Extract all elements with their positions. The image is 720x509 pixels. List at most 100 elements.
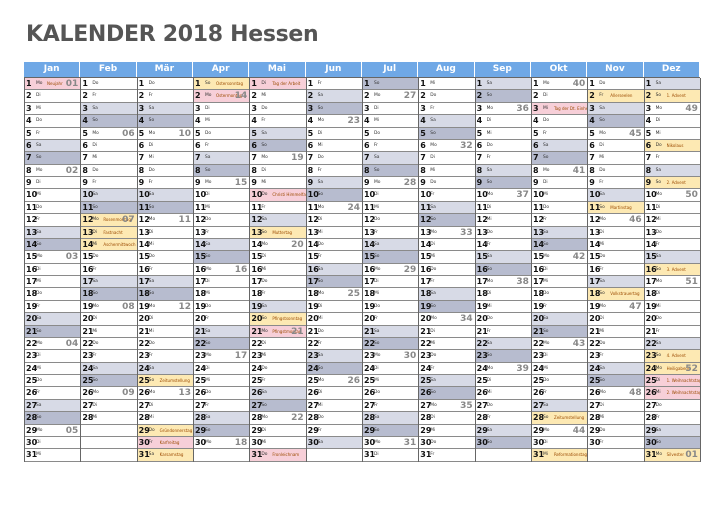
day-cell: 5 Mo 45 [588,128,644,140]
day-number: 4 [82,116,88,126]
day-cell: 13 Fr [362,227,419,239]
weekday-label: So [317,279,324,284]
day-cell: 10 Mi [25,189,81,202]
day-cell: 29 Sa [475,424,531,437]
weekday-label: Mo [261,328,268,334]
weekday-label: Mo [92,130,99,136]
day-number: 23 [307,351,319,361]
week-number: 01 [65,79,79,89]
weekday-label: Fr [148,93,153,99]
day-cell: 18 Di [644,288,700,301]
day-cell: 9 So [475,177,531,190]
weekday-label: Sa [317,180,324,185]
weekday-label: Do [373,130,381,136]
day-cell: 11 Sa [419,201,475,215]
day-cell: 29 Fr [306,425,362,437]
day-cell: 16 So 3. Advent [644,263,700,276]
day-cell: 12 Mo 11 [137,214,193,227]
day-number: 5 [82,128,88,138]
month-column: 1 Sa 2 So 1. Advent 3 Mo 49 4 Di 5 Mi 6 Do Nikolaus 7 Fr… [644,78,701,462]
week-number: 14 [234,91,248,102]
week-number: 35 [460,400,473,411]
day-cell: 10 Sa [137,189,193,202]
day-cell: 15 Sa [644,251,700,264]
day-number: 14 [645,239,657,249]
day-number: 2 [251,91,257,101]
day-number: 19 [194,301,207,311]
weekday-label: Do [599,254,606,260]
week-number: 46 [629,215,642,226]
day-number: 29 [645,425,657,435]
day-number: 3 [251,103,257,113]
weekday-label: Mo [317,118,325,124]
day-number: 25 [532,376,545,385]
day-number: 22 [420,338,432,348]
day-cell: 27 Di [137,400,193,413]
day-cell: 22 So [193,337,250,351]
week-number: 38 [516,277,529,287]
weekday-label: Do [317,328,324,334]
day-cell: 13 So Muttertag [250,226,306,239]
day-cell: 4 Di [475,115,531,128]
day-cell: 28 Do [306,412,362,425]
day-cell: 10 Sa [81,189,137,202]
day-cell: 28 Di [419,412,475,425]
day-cell: 25 Di [475,375,531,388]
weekday-label: Mi [655,130,661,136]
day-number: 16 [645,264,657,274]
holiday-label: Silvester [666,452,684,458]
day-cell: 29 Do [588,425,644,437]
day-cell: 15 So [193,251,250,264]
day-cell: 31 Di [362,449,419,462]
weekday-label: Do [486,316,493,322]
day-cell: 13 Do [644,227,700,239]
day-number: 5 [532,128,539,138]
day-cell: 4 Do [531,115,588,128]
day-number: 9 [645,178,652,187]
day-cell: 20 Mi [306,313,362,326]
weekday-label: Do [148,254,155,260]
weekday-label: Sa [486,167,493,173]
weekday-label: Mo [486,279,494,284]
day-number: 16 [476,264,488,274]
day-number: 13 [532,227,545,237]
day-cell: 8 Mi [419,165,475,177]
day-cell: 15 Mo 42 [531,251,588,264]
day-cell: 21 So [531,325,588,338]
weekday-label: Fr [486,155,491,161]
day-number: 8 [26,165,32,175]
weekday-label: Mi [36,452,42,458]
weekday-label: Do [204,390,212,396]
day-cell: 4 Mi [362,115,419,128]
day-cell: 20 Di [81,313,137,326]
day-number: 20 [589,314,601,324]
day-cell: 11 Mi [193,202,250,215]
day-number: 15 [251,252,263,262]
day-cell: 8 Do [81,165,137,177]
day-cell: 12 Fr [25,214,81,227]
weekday-label: So [204,81,211,86]
day-cell: 15 So [362,251,419,264]
day-number: 21 [363,326,376,336]
day-number: 5 [138,128,145,138]
weekday-label: So [148,118,155,124]
weekday-label: Mi [36,105,42,111]
day-cell: 10 Di [362,189,419,202]
weekday-label: Fr [148,266,153,272]
weekday-label: Mi [655,217,661,223]
weekday-label: So [317,365,324,371]
day-number: 28 [476,413,488,423]
month-column: 1 Do 2 Fr 3 Sa 4 So 5 Mo 06 6 Di 7 Mi 8 Do 9 Fr 10 Sa 11 So 12 M… [81,78,138,462]
day-number: 9 [307,178,314,187]
day-number: 17 [645,277,657,286]
weekday-label: Di [148,402,154,408]
day-cell: 24 Sa [137,362,193,375]
day-number: 21 [138,326,150,336]
day-cell: 18 Mi [362,288,419,301]
weekday-label: Mo [655,365,663,371]
day-cell: 26 Sa [250,387,306,400]
day-cell: 7 Di [419,152,475,165]
weekday-label: Mo [92,217,99,223]
weekday-label: Do [599,340,606,346]
day-cell: 14 Mi Aschermittwoch [81,238,137,252]
